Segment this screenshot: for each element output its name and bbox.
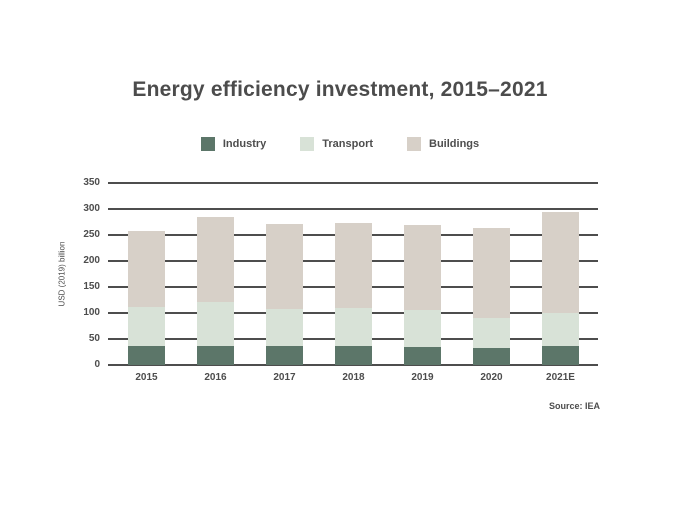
y-axis-tick-label-100: 100	[83, 307, 100, 318]
bar-segment-industry-2017	[266, 345, 303, 365]
bar-segment-industry-2015	[128, 345, 165, 365]
bar-segment-buildings-2015	[128, 230, 165, 307]
x-axis-label-2019: 2019	[411, 372, 434, 383]
x-axis-label-2018: 2018	[342, 372, 365, 383]
bar-segment-industry-2016	[197, 346, 234, 365]
legend-label-buildings: Buildings	[429, 138, 480, 150]
legend-label-industry: Industry	[222, 138, 267, 150]
x-axis-label-2015: 2015	[135, 372, 158, 383]
bar-2019	[404, 225, 441, 365]
y-axis-tick-label-50: 50	[88, 333, 100, 344]
y-axis-tick-label-350: 350	[83, 177, 100, 188]
bar-segment-buildings-2019	[404, 225, 441, 311]
x-axis-label-2021E: 2021E	[546, 372, 575, 383]
bar-segment-transport-2015	[128, 306, 165, 346]
legend-swatch-transport	[300, 137, 315, 151]
x-axis-label-2020: 2020	[480, 372, 503, 383]
legend-swatch-buildings	[407, 137, 422, 151]
x-axis-label-2016: 2016	[204, 372, 227, 383]
bar-2020	[473, 228, 510, 365]
y-axis-title: USD (2019) billion	[57, 241, 67, 307]
bar-segment-transport-2019	[404, 310, 441, 347]
chart-title: Energy efficiency investment, 2015–2021	[132, 78, 548, 101]
bar-segment-industry-2018	[335, 345, 372, 365]
bar-segment-transport-2018	[335, 307, 372, 346]
bar-segment-transport-2021E	[542, 313, 579, 347]
y-axis-tick-label-250: 250	[83, 229, 100, 240]
bar-segment-industry-2019	[404, 346, 441, 365]
legend-item-transport: Transport	[300, 137, 373, 151]
plot-area	[108, 182, 598, 366]
legend-item-buildings: Buildings	[407, 137, 479, 151]
bar-segment-transport-2020	[473, 317, 510, 348]
legend: Industry Transport Buildings	[0, 137, 680, 151]
bar-2021E	[542, 212, 579, 365]
y-axis-tick-label-0: 0	[94, 359, 100, 370]
x-axis-label-2017: 2017	[273, 372, 296, 383]
legend-label-transport: Transport	[322, 138, 374, 150]
bar-segment-buildings-2020	[473, 228, 510, 318]
y-axis-tick-label-150: 150	[83, 281, 100, 292]
y-axis-tick-label-300: 300	[83, 203, 100, 214]
bar-2018	[335, 222, 372, 365]
bar-segment-industry-2021E	[542, 346, 579, 365]
bar-segment-buildings-2016	[197, 217, 234, 303]
gridline-0	[108, 364, 598, 366]
gridline-350	[108, 182, 598, 184]
bar-segment-transport-2016	[197, 302, 234, 347]
bar-segment-buildings-2018	[335, 222, 372, 308]
bar-2016	[197, 217, 234, 365]
legend-swatch-industry	[200, 137, 215, 151]
gridline-300	[108, 208, 598, 210]
bar-segment-transport-2017	[266, 308, 303, 346]
y-axis-tick-label-200: 200	[83, 255, 100, 266]
bar-2015	[128, 230, 165, 365]
bar-2017	[266, 224, 303, 365]
bar-segment-buildings-2021E	[542, 212, 579, 314]
bar-segment-industry-2020	[473, 347, 510, 365]
bar-segment-buildings-2017	[266, 224, 303, 309]
source-note: Source: IEA	[548, 401, 600, 411]
legend-item-industry: Industry	[200, 137, 267, 151]
